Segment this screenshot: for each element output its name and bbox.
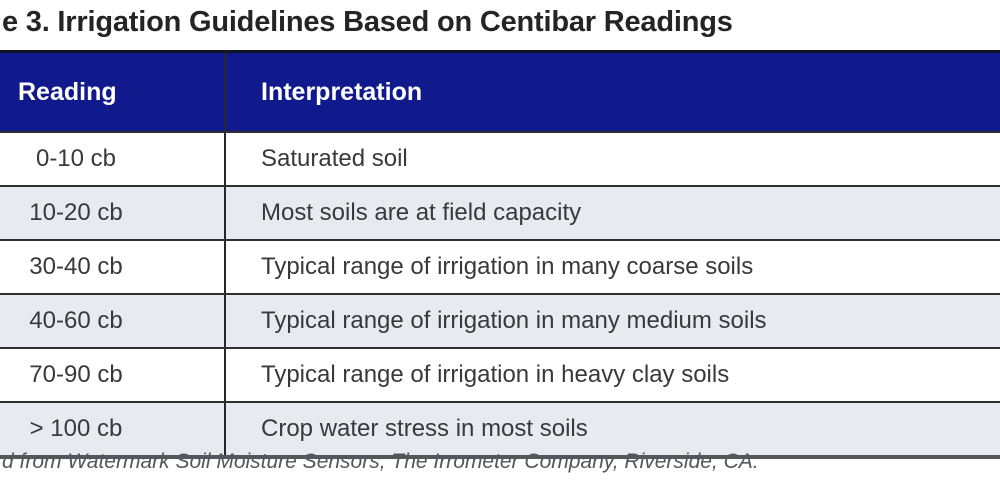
table-row: 30-40 cb Typical range of irrigation in … <box>0 239 1000 293</box>
reading-cell: > 100 cb <box>0 403 226 455</box>
reading-cell: 10-20 cb <box>0 187 226 239</box>
table-row: 10-20 cb Most soils are at field capacit… <box>0 185 1000 239</box>
table-title: e 3. Irrigation Guidelines Based on Cent… <box>2 6 733 38</box>
reading-cell: 30-40 cb <box>0 241 226 293</box>
interpretation-cell: Crop water stress in most soils <box>261 415 588 442</box>
interpretation-cell: Most soils are at field capacity <box>261 199 582 226</box>
reading-cell: 40-60 cb <box>0 295 226 347</box>
reading-cell: 0-10 cb <box>0 133 226 185</box>
interpretation-cell: Typical range of irrigation in heavy cla… <box>261 361 730 388</box>
source-note: d from Watermark Soil Moisture Sensors, … <box>2 450 759 473</box>
column-header-interpretation: Interpretation <box>261 77 423 106</box>
table-row: > 100 cb Crop water stress in most soils <box>0 401 1000 455</box>
irrigation-guidelines-table: Reading Interpretation 0-10 cb Saturated… <box>0 50 1000 459</box>
table-header-row: Reading Interpretation <box>0 53 1000 131</box>
table-row: 0-10 cb Saturated soil <box>0 131 1000 185</box>
table-row: 70-90 cb Typical range of irrigation in … <box>0 347 1000 401</box>
reading-cell: 70-90 cb <box>0 349 226 401</box>
interpretation-cell: Saturated soil <box>261 145 408 172</box>
interpretation-cell: Typical range of irrigation in many medi… <box>261 307 767 334</box>
interpretation-cell: Typical range of irrigation in many coar… <box>261 253 754 280</box>
column-header-reading: Reading <box>0 53 226 131</box>
table-row: 40-60 cb Typical range of irrigation in … <box>0 293 1000 347</box>
